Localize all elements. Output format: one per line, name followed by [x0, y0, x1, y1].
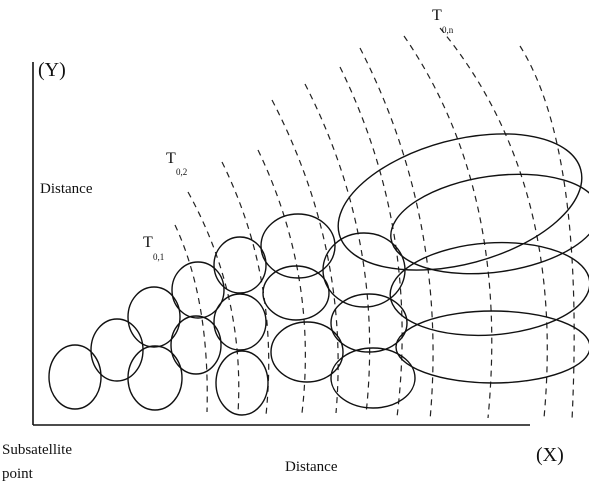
- footprint-ellipse: [270, 321, 344, 383]
- x-distance-label: Distance: [285, 459, 338, 475]
- footprint-ellipse: [260, 213, 336, 279]
- footprints: [48, 133, 589, 416]
- footprint-ellipse: [171, 261, 225, 319]
- footprint-ellipse: [337, 133, 583, 271]
- time-arc: [221, 161, 270, 416]
- footprint-ellipse: [262, 265, 330, 321]
- footprint-ellipse: [127, 286, 181, 348]
- y-distance-label: Distance: [40, 181, 93, 197]
- footprint-ellipse: [395, 310, 589, 384]
- y-axis-label: (Y): [38, 59, 66, 81]
- time-arc: [359, 47, 434, 421]
- time-arc: [174, 224, 208, 413]
- time-arc: [403, 35, 493, 419]
- footprint-ellipse: [213, 236, 267, 294]
- t01-subscript: 0,1: [153, 252, 164, 262]
- footprint-ellipse: [127, 345, 183, 411]
- time-arc: [304, 83, 371, 415]
- t01-label: T: [143, 234, 153, 251]
- footprint-ellipse: [170, 315, 222, 375]
- x-axis-label: (X): [536, 444, 564, 466]
- footprint-ellipse: [90, 318, 144, 382]
- footprint-ellipse: [215, 350, 269, 416]
- axes: [32, 62, 530, 426]
- t0n-label: T: [432, 7, 442, 24]
- time-arcs: [174, 27, 575, 421]
- t02-subscript: 0,2: [176, 167, 187, 177]
- footprint-ellipse: [390, 173, 589, 275]
- origin-label-line1: Subsatellite: [2, 442, 72, 458]
- origin-label-line2: point: [2, 466, 34, 482]
- time-arc: [519, 45, 575, 421]
- footprint-ellipse: [213, 293, 267, 351]
- footprint-ellipse: [48, 344, 102, 410]
- time-arc: [187, 191, 240, 414]
- time-arc: [439, 27, 548, 419]
- footprint-ellipse: [389, 241, 589, 337]
- footprint-ellipse: [330, 293, 408, 353]
- t02-label: T: [166, 150, 176, 167]
- time-arc: [339, 66, 403, 418]
- labels: (Y) Distance T 0,1 T 0,2 T 0,n Subsatell…: [2, 7, 564, 482]
- t0n-subscript: 0,n: [442, 25, 454, 35]
- footprint-ellipse: [330, 347, 416, 409]
